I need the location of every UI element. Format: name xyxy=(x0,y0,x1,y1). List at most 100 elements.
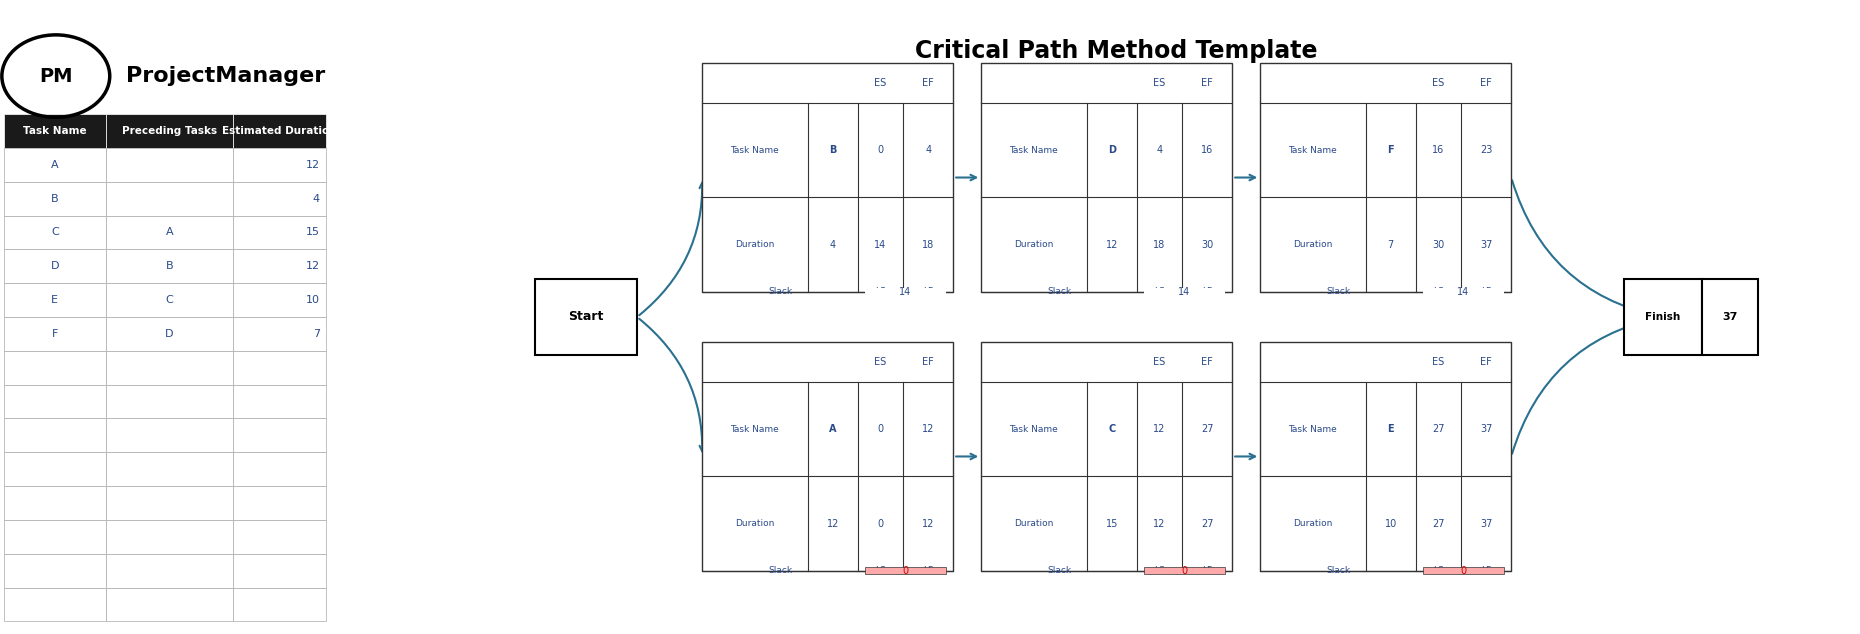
Text: Task Name: Task Name xyxy=(1010,425,1058,434)
Text: EF: EF xyxy=(923,358,934,367)
FancyBboxPatch shape xyxy=(865,567,947,574)
FancyBboxPatch shape xyxy=(1144,288,1226,295)
Text: 0: 0 xyxy=(902,566,908,576)
Text: C: C xyxy=(166,295,173,305)
Text: ProjectManager: ProjectManager xyxy=(126,66,326,86)
FancyBboxPatch shape xyxy=(701,342,952,571)
Text: Slack: Slack xyxy=(1047,566,1071,575)
Text: LF: LF xyxy=(1481,566,1492,575)
Text: LF: LF xyxy=(923,566,934,575)
FancyBboxPatch shape xyxy=(232,114,326,148)
Text: A: A xyxy=(166,228,173,238)
Text: LS: LS xyxy=(1153,287,1164,296)
Text: 37: 37 xyxy=(1722,312,1737,322)
Text: 0: 0 xyxy=(878,424,884,434)
Text: C: C xyxy=(1109,424,1116,434)
FancyBboxPatch shape xyxy=(232,249,326,283)
Text: A: A xyxy=(50,160,60,170)
FancyBboxPatch shape xyxy=(106,520,232,553)
Text: 10: 10 xyxy=(1384,519,1397,529)
FancyBboxPatch shape xyxy=(106,588,232,621)
Text: EF: EF xyxy=(1202,79,1213,88)
FancyBboxPatch shape xyxy=(106,283,232,317)
FancyBboxPatch shape xyxy=(106,452,232,486)
FancyBboxPatch shape xyxy=(701,63,952,292)
FancyBboxPatch shape xyxy=(232,520,326,553)
Text: LS: LS xyxy=(1432,287,1443,296)
Text: 12: 12 xyxy=(305,261,320,271)
Text: ES: ES xyxy=(874,79,887,88)
Text: B: B xyxy=(166,261,173,271)
Text: Slack: Slack xyxy=(1326,287,1350,296)
Text: PM: PM xyxy=(39,67,73,86)
FancyBboxPatch shape xyxy=(232,418,326,452)
Text: 16: 16 xyxy=(1432,145,1445,155)
Text: Slack: Slack xyxy=(768,287,792,296)
Text: Estimated Duration: Estimated Duration xyxy=(221,126,337,136)
Text: Duration: Duration xyxy=(1293,519,1332,528)
Text: Task Name: Task Name xyxy=(22,126,87,136)
Text: B: B xyxy=(50,193,60,204)
FancyBboxPatch shape xyxy=(1423,288,1505,295)
Text: 30: 30 xyxy=(1202,240,1213,250)
Text: 14: 14 xyxy=(1179,287,1190,297)
Text: D: D xyxy=(1109,145,1116,155)
Text: LF: LF xyxy=(1481,287,1492,296)
Text: 0: 0 xyxy=(1181,566,1187,576)
FancyBboxPatch shape xyxy=(4,520,106,553)
Text: Task Name: Task Name xyxy=(1010,146,1058,155)
Text: D: D xyxy=(166,329,173,339)
Text: 27: 27 xyxy=(1432,424,1445,434)
Text: Task Name: Task Name xyxy=(1289,425,1337,434)
FancyBboxPatch shape xyxy=(106,114,232,148)
FancyBboxPatch shape xyxy=(4,351,106,385)
FancyBboxPatch shape xyxy=(4,249,106,283)
Text: 4: 4 xyxy=(924,145,932,155)
FancyBboxPatch shape xyxy=(106,317,232,351)
FancyBboxPatch shape xyxy=(106,351,232,385)
FancyBboxPatch shape xyxy=(1259,63,1510,292)
FancyBboxPatch shape xyxy=(4,114,106,148)
Text: 27: 27 xyxy=(1432,519,1445,529)
FancyBboxPatch shape xyxy=(865,288,947,295)
Text: B: B xyxy=(830,145,837,155)
Text: 12: 12 xyxy=(1153,519,1166,529)
FancyBboxPatch shape xyxy=(4,553,106,588)
FancyBboxPatch shape xyxy=(4,588,106,621)
Text: 7: 7 xyxy=(1388,240,1393,250)
FancyBboxPatch shape xyxy=(232,553,326,588)
Text: 37: 37 xyxy=(1481,519,1492,529)
Text: 14: 14 xyxy=(874,240,887,250)
Text: ES: ES xyxy=(874,358,887,367)
Text: Duration: Duration xyxy=(735,519,774,528)
FancyBboxPatch shape xyxy=(4,418,106,452)
FancyBboxPatch shape xyxy=(4,182,106,216)
Text: Duration: Duration xyxy=(1014,519,1053,528)
FancyBboxPatch shape xyxy=(106,553,232,588)
FancyBboxPatch shape xyxy=(232,283,326,317)
Text: 14: 14 xyxy=(1458,287,1469,297)
Text: LF: LF xyxy=(923,287,934,296)
FancyBboxPatch shape xyxy=(4,317,106,351)
Text: 12: 12 xyxy=(923,424,934,434)
Text: Finish: Finish xyxy=(1646,312,1680,322)
Text: 0: 0 xyxy=(1460,566,1466,576)
FancyBboxPatch shape xyxy=(232,385,326,418)
Text: 15: 15 xyxy=(305,228,320,238)
FancyBboxPatch shape xyxy=(1423,567,1505,574)
FancyBboxPatch shape xyxy=(106,182,232,216)
Text: Duration: Duration xyxy=(735,240,774,249)
Text: ES: ES xyxy=(1153,358,1166,367)
FancyBboxPatch shape xyxy=(232,452,326,486)
Text: Slack: Slack xyxy=(768,566,792,575)
Text: 4: 4 xyxy=(312,193,320,204)
Text: Preceding Tasks: Preceding Tasks xyxy=(121,126,218,136)
Text: ES: ES xyxy=(1432,358,1445,367)
Text: 15: 15 xyxy=(1105,519,1118,529)
Text: Critical Path Method Template: Critical Path Method Template xyxy=(915,39,1317,63)
FancyBboxPatch shape xyxy=(1624,279,1702,355)
Text: LS: LS xyxy=(874,566,885,575)
Text: F: F xyxy=(52,329,58,339)
Text: Task Name: Task Name xyxy=(1289,146,1337,155)
Text: D: D xyxy=(50,261,60,271)
